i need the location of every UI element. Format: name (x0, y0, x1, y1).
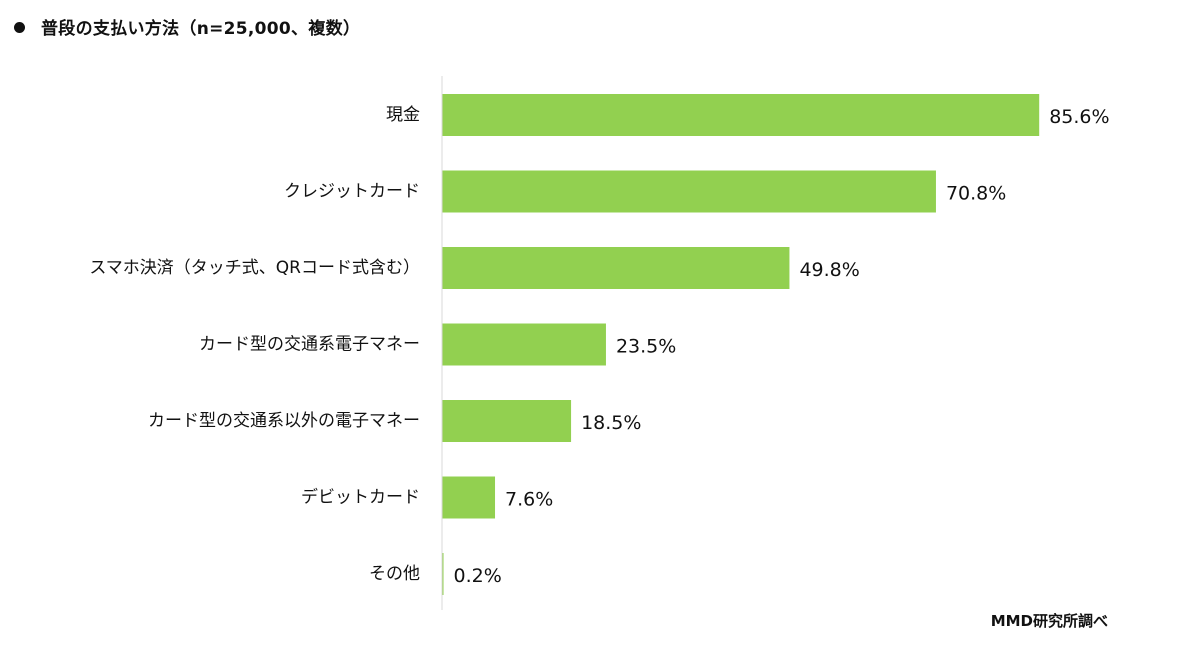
category-label: クレジットカード (284, 182, 420, 202)
bar (442, 247, 790, 289)
labels-layer: 現金 85.6% クレジットカード 70.8% スマホ決済（タッチ式、QRコード式含む）… (89, 105, 1109, 587)
category-label: その他 (369, 564, 420, 584)
value-label: 0.2% (454, 565, 502, 587)
value-label: 7.6% (505, 489, 553, 511)
category-label: カード型の交通系以外の電子マネー (148, 411, 420, 431)
value-label: 85.6% (1049, 106, 1109, 128)
category-label: スマホ決済（タッチ式、QRコード式含む） (89, 258, 420, 278)
source-note: MMD研究所調べ (990, 612, 1108, 630)
value-label: 70.8% (946, 183, 1006, 205)
chart-title-text: 普段の支払い方法（n=25,000、複数） (41, 19, 361, 39)
category-label: デビットカード (301, 487, 420, 508)
chart-title: 普段の支払い方法（n=25,000、複数） (14, 14, 360, 39)
value-label: 23.5% (616, 336, 676, 358)
bar (442, 323, 606, 366)
value-label: 18.5% (581, 412, 641, 434)
bars-layer (442, 94, 1040, 595)
bar (442, 400, 572, 442)
bar (442, 553, 444, 595)
bullet-icon (14, 22, 25, 33)
bar (442, 476, 496, 519)
bar (442, 94, 1040, 136)
bar (442, 170, 936, 213)
category-label: カード型の交通系電子マネー (199, 335, 420, 355)
value-label: 49.8% (799, 259, 859, 281)
category-label: 現金 (386, 105, 420, 125)
